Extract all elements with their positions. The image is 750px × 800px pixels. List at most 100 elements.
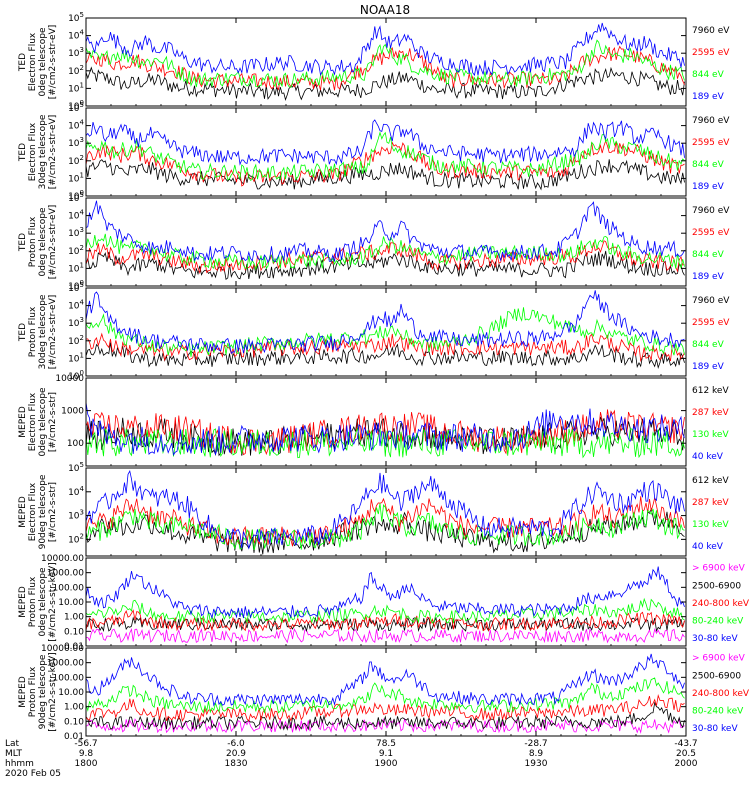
legend-entry: 2595 eV — [692, 318, 730, 328]
x-tick-label: 1800 — [75, 759, 98, 769]
y-tick-label: 102 — [68, 154, 84, 167]
legend-entry: 7960 eV — [692, 26, 730, 36]
y-tick-label: 0.10 — [64, 717, 84, 727]
y-tick-label: 101 — [68, 351, 84, 364]
y-axis-label-line: Electron Flux — [28, 392, 38, 451]
panel-2: 100 101 102 103 104 105 TED Electron Flux 30deg … — [18, 101, 730, 202]
y-tick-label: 101 — [68, 81, 84, 94]
y-tick-label: 100 — [68, 369, 84, 382]
y-tick-label: 103 — [68, 226, 84, 239]
y-tick-label: 103 — [68, 509, 84, 522]
panel-series-group — [86, 566, 685, 644]
x-tick-label: 1900 — [375, 759, 398, 769]
panel-5: 100 1000 10000 MEPED Electron Flux 0deg teles… — [18, 374, 729, 467]
legend-entry: 130 keV — [692, 520, 729, 530]
legend-entry: 7960 eV — [692, 206, 730, 216]
legend-entry: 240-800 keV — [692, 689, 750, 699]
y-axis-label-line: Proton Flux — [28, 666, 38, 717]
legend-entry: 612 keV — [692, 386, 729, 396]
y-tick-label: 10000.00 — [41, 644, 84, 654]
legend-entry: 844 eV — [692, 160, 725, 170]
panel-8: 0.01 0.10 1.00 10.00 100.00 1000.00 10000.00 ME… — [18, 644, 750, 742]
series-line-1 — [86, 159, 685, 191]
y-tick-label: 105 — [68, 461, 84, 474]
y-axis-label-line: TED — [18, 233, 28, 252]
legend-entry: 80-240 keV — [692, 616, 744, 626]
series-line-4 — [86, 22, 685, 77]
y-tick-label: 100 — [67, 439, 84, 449]
y-axis-label-line: MEPED — [18, 496, 28, 528]
legend-entry: 189 eV — [692, 272, 725, 282]
footer-row-label: Lat — [5, 739, 20, 749]
y-tick-label: 0.01 — [64, 642, 84, 652]
y-axis-label-line: [#/cm2-s-str-keV] — [48, 652, 58, 731]
legend-entry: 2595 eV — [692, 138, 730, 148]
y-axis-label-line: TED — [18, 143, 28, 162]
y-axis-label-line: Proton Flux — [28, 306, 38, 357]
series-line-1 — [86, 250, 685, 281]
series-line-5 — [86, 653, 685, 708]
y-axis-label-line: Electron Flux — [28, 32, 38, 91]
y-axis-label-line: TED — [18, 323, 28, 342]
y-tick-label: 0.01 — [64, 732, 84, 742]
series-line-2 — [86, 332, 685, 363]
footer-row-label: MLT — [5, 749, 23, 759]
x-tick-label: -56.7 — [74, 739, 97, 749]
y-tick-label: 100.00 — [53, 673, 85, 683]
series-line-2 — [86, 45, 685, 91]
y-tick-label: 103 — [68, 46, 84, 59]
legend-entry: 30-80 keV — [692, 724, 738, 734]
panel-series-group — [86, 402, 685, 459]
y-axis-label-line: Proton Flux — [28, 216, 38, 267]
legend-entry: 287 keV — [692, 408, 729, 418]
panel-6: 102 103 104 105 MEPED Electron Flux 90deg tele… — [18, 461, 729, 557]
y-axis-label-line: [#/cm2-s-str-eV] — [48, 25, 58, 100]
legend-entry: 40 keV — [692, 542, 724, 552]
series-line-2 — [86, 409, 685, 456]
panel-series-group — [86, 469, 685, 555]
y-tick-label: 104 — [68, 209, 84, 222]
y-axis-label-line: [#/cm2-s-str-keV] — [48, 562, 58, 641]
legend-entry: > 6900 keV — [692, 654, 746, 664]
series-line-3 — [86, 609, 685, 632]
y-tick-label: 1.00 — [64, 703, 84, 713]
legend-entry: > 6900 keV — [692, 564, 746, 574]
legend-entry: 130 keV — [692, 430, 729, 440]
legend-entry: 189 eV — [692, 362, 725, 372]
x-tick-label: -43.7 — [674, 739, 697, 749]
panel-series-group — [86, 22, 685, 101]
panel-series-group — [86, 290, 685, 369]
y-tick-label: 10.00 — [58, 598, 84, 608]
footer-row-label: hhmm — [5, 759, 34, 769]
series-line-3 — [86, 503, 685, 551]
y-tick-label: 10000.00 — [41, 554, 84, 564]
y-axis-label-line: Electron Flux — [28, 482, 38, 541]
series-line-2 — [86, 496, 685, 547]
x-tick-label: 20.5 — [676, 749, 696, 759]
x-tick-label: 2000 — [675, 759, 698, 769]
y-tick-label: 10000 — [55, 374, 84, 384]
y-tick-label: 1000.00 — [47, 659, 84, 669]
legend-entry: 2595 eV — [692, 48, 730, 58]
y-tick-label: 102 — [68, 64, 84, 77]
series-line-4 — [86, 469, 685, 550]
legend-entry: 189 eV — [692, 182, 725, 192]
legend-entry: 40 keV — [692, 452, 724, 462]
legend-entry: 2500-6900 — [692, 671, 741, 681]
y-axis-label-line: [#/cm2-s-str-eV] — [48, 295, 58, 370]
x-tick-label: 9.8 — [79, 749, 94, 759]
y-axis-label-line: 90deg telescope — [38, 474, 48, 549]
series-line-2 — [86, 139, 685, 187]
x-tick-label: 1830 — [225, 759, 248, 769]
series-line-1 — [86, 627, 685, 644]
y-axis-label-line: MEPED — [18, 406, 28, 438]
y-tick-label: 102 — [68, 244, 84, 257]
y-tick-label: 104 — [68, 29, 84, 42]
series-line-4 — [86, 290, 685, 355]
series-line-5 — [86, 566, 685, 619]
y-tick-label: 1000 — [61, 407, 84, 417]
series-line-1 — [86, 416, 685, 457]
